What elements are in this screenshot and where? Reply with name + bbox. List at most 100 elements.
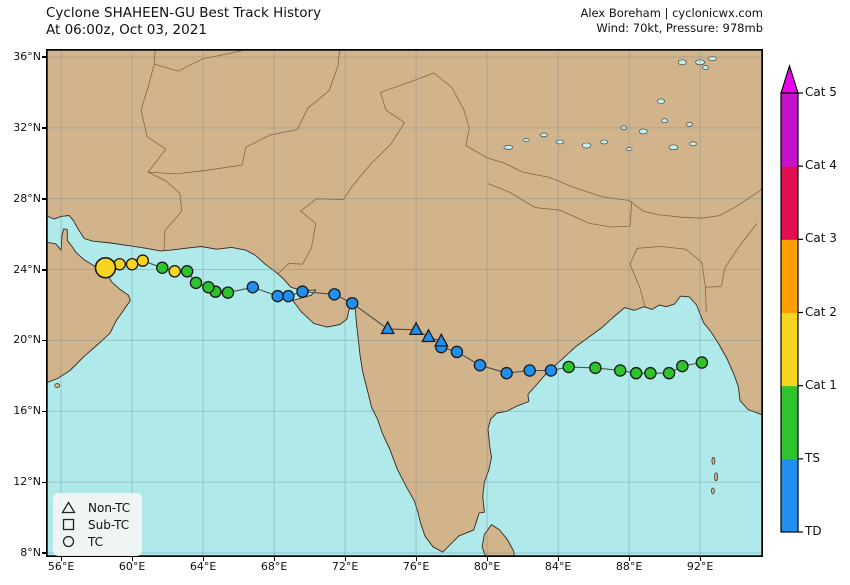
credit-text: Alex Boreham | cyclonicwx.com Wind: 70kt…	[580, 6, 763, 36]
colorbar-segment-Cat 2	[781, 239, 798, 313]
lake	[625, 147, 633, 151]
country-border-line	[629, 246, 707, 313]
track-point-29	[168, 265, 181, 278]
credit-intensity: Wind: 70kt, Pressure: 978mb	[596, 21, 763, 35]
lat-tick-mark	[42, 481, 46, 484]
chart-title-line2: At 06:00z, Oct 03, 2021	[46, 22, 207, 38]
lat-tick-label: 16°N	[13, 404, 41, 418]
lake	[668, 144, 679, 151]
lat-tick-label: 20°N	[13, 333, 41, 347]
colorbar-label-Cat 2: Cat 2	[805, 304, 837, 319]
credit-author: Alex Boreham | cyclonicwx.com	[580, 6, 763, 20]
track-point-1	[676, 359, 689, 373]
country-border-line	[148, 49, 341, 175]
lake	[555, 139, 565, 145]
lat-tick-mark	[42, 269, 46, 271]
landmass	[46, 49, 763, 557]
lake	[540, 132, 548, 138]
lat-tick-label: 24°N	[13, 262, 41, 276]
track-point-20	[296, 285, 309, 298]
lake	[638, 128, 648, 135]
track-point-9	[523, 364, 536, 377]
lon-tick-mark	[415, 557, 418, 561]
country-border-line	[154, 49, 250, 72]
map-canvas	[46, 49, 763, 557]
colorbar-label-Cat 3: Cat 3	[805, 231, 837, 246]
intensity-colorbar	[780, 64, 803, 533]
lake	[702, 65, 709, 70]
colorbar-label-Cat 5: Cat 5	[805, 85, 837, 99]
lake	[522, 138, 530, 142]
lake	[620, 125, 628, 131]
track-point-8	[544, 364, 558, 377]
country-border-line	[705, 223, 758, 288]
colorbar-segment-Cat 3	[781, 166, 798, 240]
lake	[503, 145, 514, 150]
track-point-32	[125, 257, 139, 271]
lon-tick-mark	[557, 557, 560, 561]
country-border-line	[487, 183, 633, 228]
lat-tick-mark	[42, 198, 46, 200]
country-borders	[140, 49, 763, 313]
lat-tick-label: 12°N	[13, 475, 41, 489]
lake	[657, 98, 665, 105]
island	[711, 487, 715, 495]
track-point-23	[246, 281, 260, 294]
lat-tick-mark	[42, 552, 46, 554]
lat-tick-label: 28°N	[13, 191, 41, 205]
lon-tick-label: 80°E	[473, 560, 501, 573]
lon-tick-label: 84°E	[544, 560, 572, 573]
map-frame	[46, 49, 763, 557]
track-point-14-non-tc	[434, 332, 449, 347]
lat-tick-label: 36°N	[13, 49, 41, 63]
lon-tick-mark	[699, 557, 702, 561]
lakes	[503, 56, 717, 151]
island	[54, 383, 61, 388]
track-point-21	[282, 289, 295, 303]
track-point-12	[450, 345, 464, 359]
square-icon	[62, 518, 75, 531]
marker-legend: Non-TC Sub-TC TC	[53, 493, 143, 556]
current-position-marker	[94, 256, 117, 279]
lon-tick-label: 64°E	[189, 560, 217, 573]
track-point-10	[500, 366, 513, 380]
colorbar-segment-TD	[781, 458, 798, 533]
track-point-7	[562, 360, 575, 374]
legend-label-sub-tc: Sub-TC	[88, 517, 130, 532]
colorbar-label-TD: TD	[805, 524, 822, 538]
lat-tick-mark	[42, 56, 46, 58]
chart-title: Cyclone SHAHEEN-GU Best Track History At…	[46, 5, 321, 39]
circle-icon	[62, 535, 75, 548]
track-point-27	[189, 276, 203, 290]
lon-tick-mark	[131, 557, 134, 561]
lake	[708, 56, 717, 61]
lon-tick-label: 72°E	[331, 560, 359, 573]
track-point-17-non-tc	[380, 320, 395, 335]
colorbar-arrow	[780, 64, 799, 94]
lon-tick-mark	[344, 557, 347, 561]
graticule	[46, 49, 763, 557]
colorbar-label-Cat 4: Cat 4	[805, 158, 837, 173]
legend-label-tc: TC	[88, 534, 104, 549]
lon-tick-label: 92°E	[686, 560, 714, 573]
lon-tick-mark	[202, 557, 205, 561]
legend-label-non-tc: Non-TC	[88, 500, 131, 515]
lon-tick-mark	[60, 557, 63, 561]
lon-tick-mark	[273, 557, 276, 561]
track-point-24	[221, 286, 235, 299]
track-point-5	[613, 364, 627, 377]
triangle-icon	[61, 501, 76, 514]
lat-tick-mark	[42, 127, 46, 129]
lat-tick-mark	[42, 410, 46, 413]
country-border-line	[277, 72, 434, 275]
continental-land	[46, 49, 763, 553]
track-point-19	[328, 288, 341, 301]
track-point-15-non-tc	[421, 328, 436, 343]
island	[714, 472, 718, 482]
colorbar-segment-Cat 1	[781, 312, 798, 387]
colorbar-segment-Cat 4	[781, 93, 798, 167]
track-point-6	[589, 361, 602, 375]
arabian-peninsula	[46, 228, 131, 384]
lat-tick-label: 32°N	[13, 120, 41, 134]
